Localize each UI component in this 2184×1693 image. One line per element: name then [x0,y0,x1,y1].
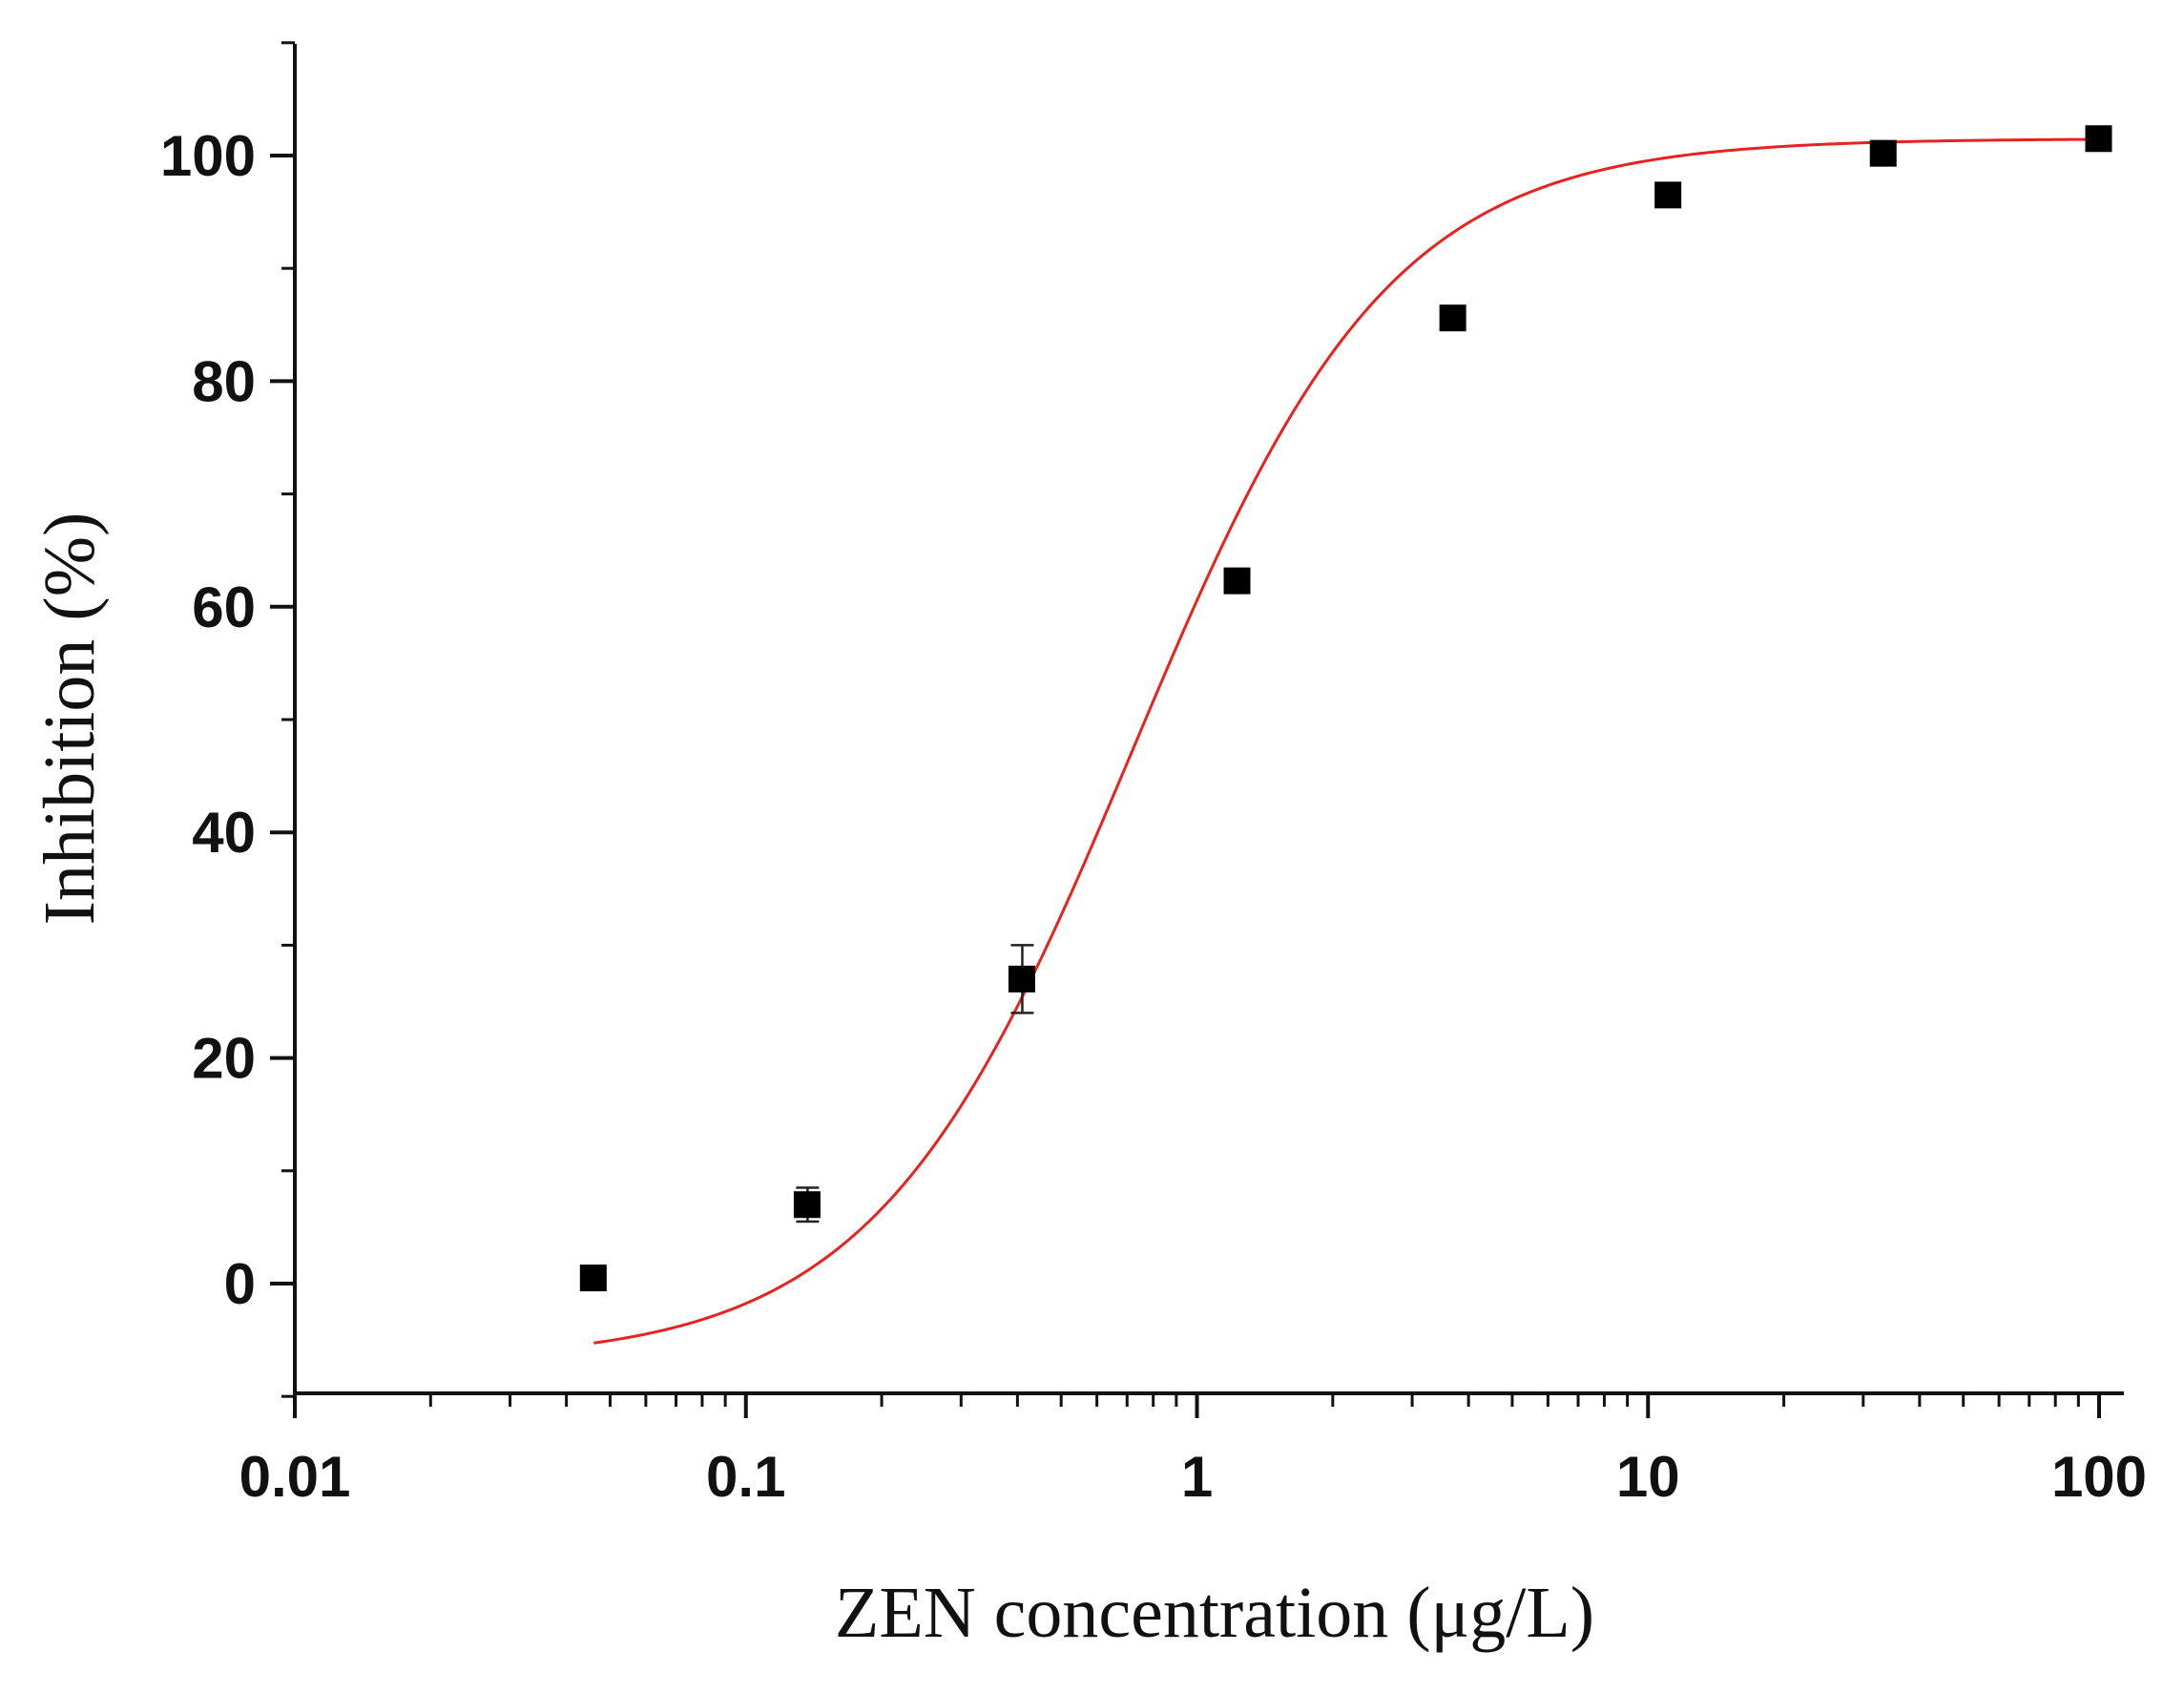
data-point [2085,125,2112,153]
data-point [1654,181,1682,209]
x-axis-title: ZEN concentration (μg/L) [835,1573,1594,1653]
x-tick-label: 10 [1616,1445,1680,1509]
data-point [793,1191,821,1219]
ticks-layer [270,41,2101,1418]
y-tick-label: 100 [160,124,256,188]
x-tick-label: 1 [1181,1445,1213,1509]
x-tick-label: 100 [2051,1445,2147,1509]
y-tick-label: 20 [192,1027,256,1091]
data-point [1869,139,1897,167]
points-layer [579,125,2112,1292]
y-tick-label: 60 [192,575,256,639]
fit-layer [593,137,2100,1345]
data-point [1439,304,1466,332]
data-point [579,1265,607,1292]
data-point [1008,965,1035,993]
data-point [1223,567,1251,595]
y-axis-title: Inhibition (%) [30,512,110,926]
x-tick-labels: 0.01 0.1 1 10 100 [239,1445,2147,1509]
fit-curve [593,137,2100,1345]
y-tick-label: 80 [192,349,256,413]
x-tick-label: 0.01 [239,1445,351,1509]
y-tick-labels: 0 20 40 60 80 100 [160,124,256,1316]
y-tick-label: 0 [224,1252,256,1316]
x-tick-label: 0.1 [706,1445,785,1509]
y-tick-label: 40 [192,801,256,865]
